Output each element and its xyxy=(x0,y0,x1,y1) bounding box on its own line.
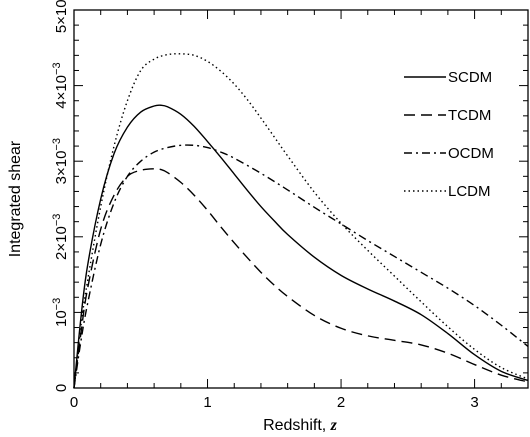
plot-frame xyxy=(73,9,529,389)
y-tick-label: 4×10−3 xyxy=(51,62,70,108)
x-tick-label: 1 xyxy=(203,394,211,411)
series-group xyxy=(73,53,529,389)
x-tick-label: 2 xyxy=(337,394,345,411)
x-tick-label: 3 xyxy=(470,394,478,411)
axis-ticks: 0 1 2 3 0 10−3 2×10−3 3×10−3 4×10−3 5×10−3 xyxy=(51,0,529,411)
legend-label-scdm: SCDM xyxy=(448,69,492,86)
x-tick-label: 0 xyxy=(70,394,78,411)
legend-label-ocdm: OCDM xyxy=(448,145,494,162)
series-line-tcdm xyxy=(73,168,529,389)
x-axis-title-symbol: z xyxy=(330,417,338,434)
series-line-ocdm xyxy=(73,144,529,389)
x-axis-title-text: Redshift, xyxy=(263,417,331,434)
x-axis-title: Redshift, z xyxy=(263,417,338,434)
y-tick-label: 10−3 xyxy=(51,298,70,327)
y-axis-title: Integrated shear xyxy=(7,140,24,257)
y-tick-label: 0 xyxy=(53,384,70,392)
y-tick-label: 3×10−3 xyxy=(51,138,70,184)
legend-label-lcdm: LCDM xyxy=(448,183,491,200)
legend: SCDM TCDM OCDM LCDM xyxy=(404,69,494,200)
series-line-lcdm xyxy=(73,53,529,389)
series-line-scdm xyxy=(73,104,529,389)
y-tick-label: 2×10−3 xyxy=(51,214,70,260)
y-tick-label: 5×10−3 xyxy=(51,0,70,33)
legend-label-tcdm: TCDM xyxy=(448,107,491,124)
